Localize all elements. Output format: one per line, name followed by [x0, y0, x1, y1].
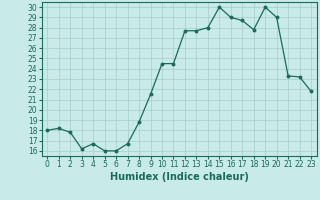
X-axis label: Humidex (Indice chaleur): Humidex (Indice chaleur) [110, 172, 249, 182]
